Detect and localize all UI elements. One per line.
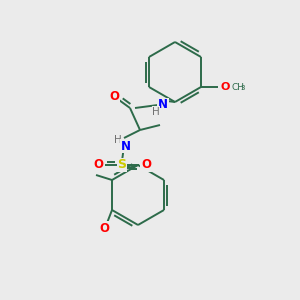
Text: S: S — [118, 158, 127, 172]
Text: H: H — [152, 107, 160, 117]
Text: 3: 3 — [240, 85, 244, 91]
Text: N: N — [158, 98, 168, 112]
Text: O: O — [141, 158, 151, 172]
Text: O: O — [220, 82, 230, 92]
Text: O: O — [99, 221, 109, 235]
Text: N: N — [121, 140, 131, 152]
Text: O: O — [109, 91, 119, 103]
Text: H: H — [114, 135, 122, 145]
Text: O: O — [93, 158, 103, 172]
Text: CH: CH — [232, 82, 245, 91]
